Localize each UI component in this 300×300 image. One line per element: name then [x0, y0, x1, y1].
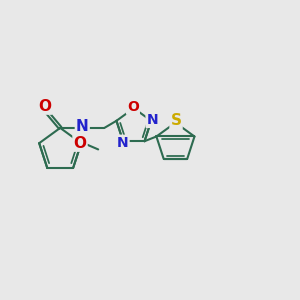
Text: O: O: [127, 100, 139, 114]
Text: O: O: [74, 136, 86, 151]
Text: N: N: [146, 113, 158, 127]
Text: S: S: [170, 113, 182, 128]
Text: N: N: [117, 136, 129, 150]
Text: O: O: [38, 99, 51, 114]
Text: N: N: [76, 119, 89, 134]
